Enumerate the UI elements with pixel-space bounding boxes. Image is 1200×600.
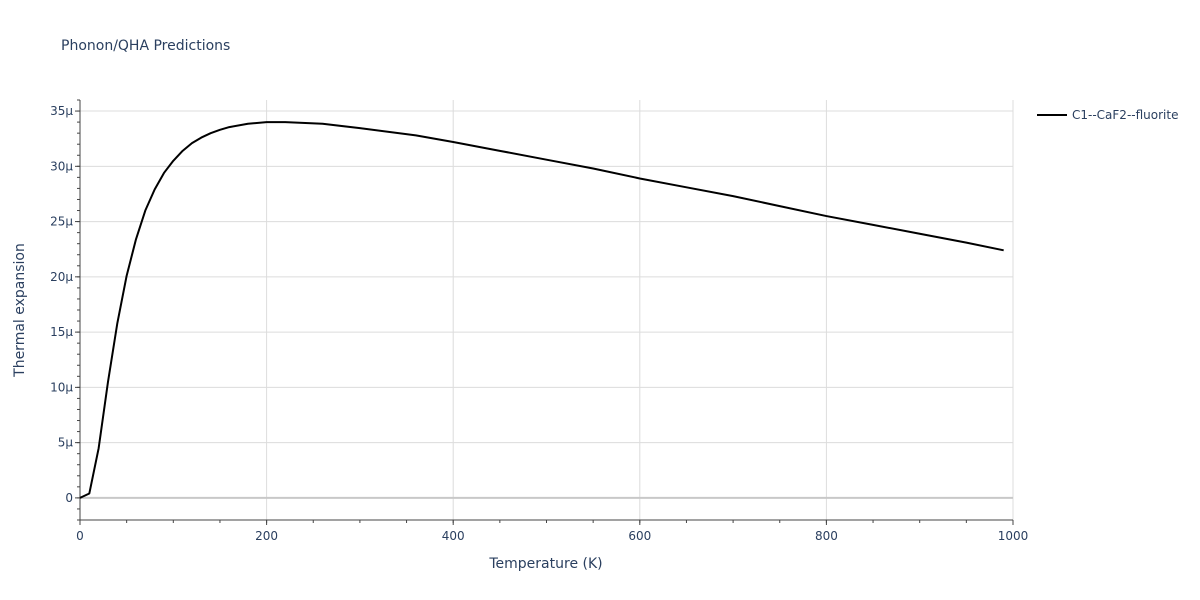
axes-layer: 0 200 400 600 800 1000 0 5μ 10μ 15μ 20μ 25μ 30μ 35μ	[50, 99, 1029, 543]
y-tick-label: 15μ	[50, 325, 73, 339]
x-tick-label: 1000	[998, 529, 1029, 543]
x-tick-label: 0	[76, 529, 84, 543]
y-axis-title: Thermal expansion	[12, 243, 28, 378]
series-line	[79, 121, 1004, 499]
x-tick-label: 400	[442, 529, 465, 543]
legend[interactable]: C1--CaF2--fluorite	[1037, 108, 1178, 122]
y-tick-label: 35μ	[50, 104, 73, 118]
y-tick-label: 25μ	[50, 215, 73, 229]
x-tick-label: 200	[255, 529, 278, 543]
y-tick-label: 0	[65, 491, 73, 505]
y-tick-label: 5μ	[58, 436, 74, 450]
x-tick-label: 600	[628, 529, 651, 543]
legend-label: C1--CaF2--fluorite	[1072, 108, 1178, 122]
y-tick-label: 20μ	[50, 270, 73, 284]
x-axis-title: Temperature (K)	[488, 556, 602, 572]
x-tick-label: 800	[815, 529, 838, 543]
grid-layer	[80, 100, 1014, 520]
y-tick-label: 10μ	[50, 380, 73, 394]
y-tick-label: 30μ	[50, 159, 73, 173]
chart-title: Phonon/QHA Predictions	[61, 38, 230, 54]
series-layer	[79, 121, 1004, 499]
